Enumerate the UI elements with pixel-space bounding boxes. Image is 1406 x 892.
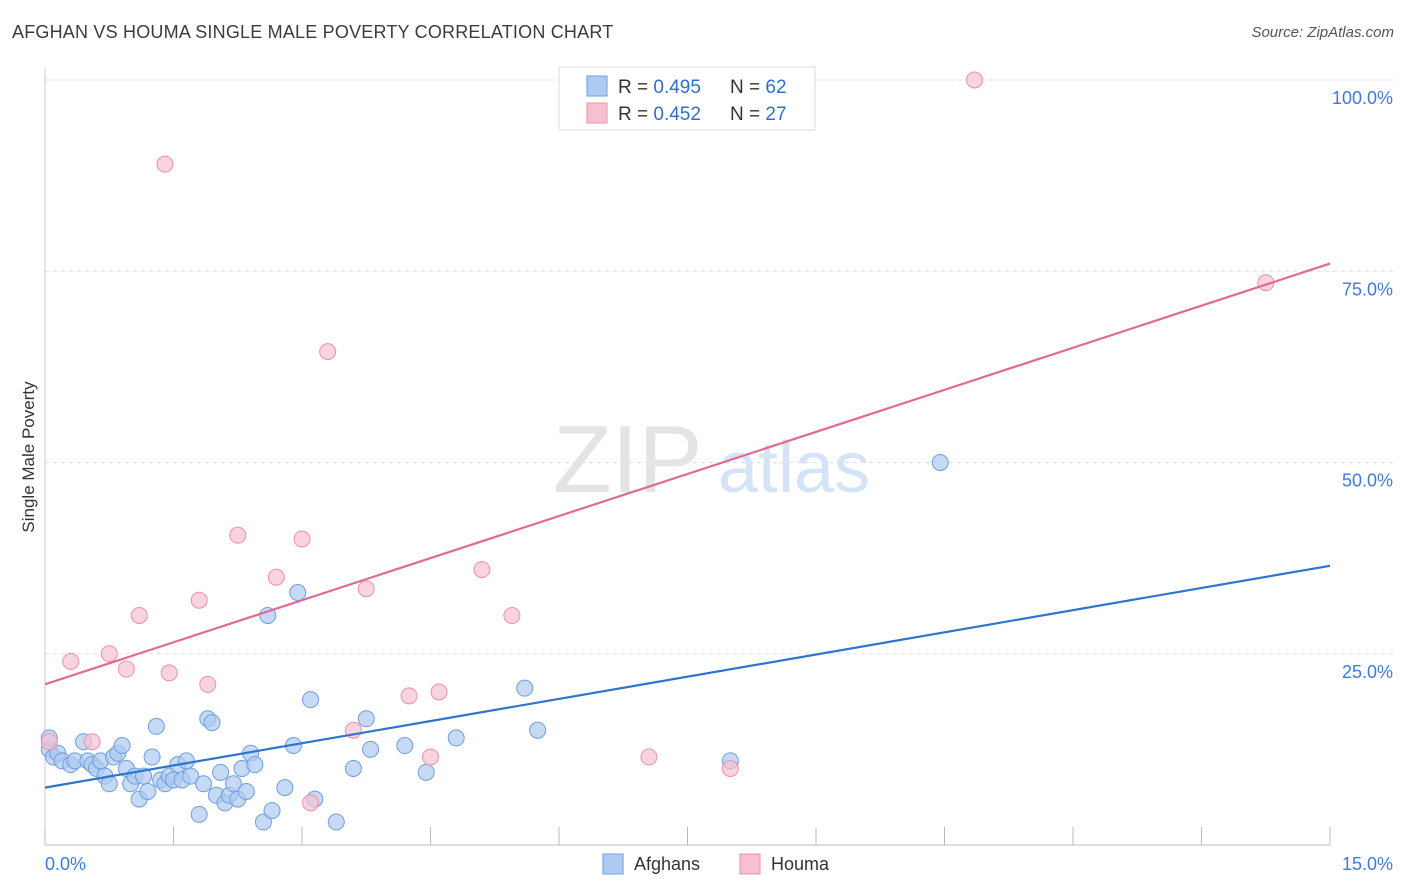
houma-point [160, 664, 178, 682]
svg-text:N = 27: N = 27 [730, 104, 787, 125]
afghans-point [237, 782, 255, 800]
houma-point [965, 71, 983, 89]
houma-point [130, 607, 148, 624]
y-tick-label: 25.0% [1342, 662, 1393, 682]
watermark-zip: ZIP [553, 406, 702, 513]
houma-trend-line [44, 262, 1331, 686]
afghans-point [182, 767, 200, 785]
correlation-legend: R = 0.495 N = 62 R = 0.452 N = 27 [558, 66, 816, 131]
afghans-point [529, 721, 547, 739]
grid-lines [45, 79, 1395, 655]
legend-swatch-afghans [586, 75, 608, 97]
houma-point [473, 561, 491, 579]
afghans-point [931, 454, 949, 471]
afghans-point [362, 740, 380, 758]
afghans-point [143, 748, 161, 766]
source-label: Source: ZipAtlas.com [1251, 24, 1394, 41]
legend-n-value: 27 [765, 104, 786, 125]
y-tick-label: 75.0% [1342, 279, 1393, 299]
afghans-point [259, 607, 277, 624]
legend-n-label: N = [730, 77, 765, 98]
legend-r-label: R = [618, 104, 653, 125]
afghans-point [276, 779, 294, 797]
y-tick-label: 50.0% [1342, 471, 1393, 491]
legend-label-afghans: Afghans [634, 854, 700, 874]
houma-point [357, 580, 375, 598]
houma-point [62, 652, 80, 670]
afghans-trend-line [44, 564, 1331, 789]
houma-point [199, 675, 217, 693]
legend-n-label: N = [730, 104, 765, 125]
legend-r-label: R = [618, 77, 653, 98]
afghans-point [190, 805, 208, 823]
legend-swatch-houma [586, 102, 608, 124]
houma-point [156, 155, 174, 173]
afghans-point [447, 729, 465, 747]
afghans-point [263, 802, 281, 820]
afghans-point [212, 763, 230, 781]
afghans-point [254, 813, 272, 831]
legend-r-value: 0.495 [653, 77, 701, 98]
watermark-atlas: atlas [718, 428, 870, 508]
houma-point [640, 748, 658, 766]
houma-point [422, 748, 439, 766]
houma-point [503, 607, 521, 624]
afghans-point [516, 679, 534, 697]
houma-point [267, 568, 285, 586]
trend-lines [44, 262, 1331, 789]
svg-text:N = 62: N = 62 [730, 77, 787, 98]
svg-text:R = 0.495: R = 0.495 [618, 77, 701, 98]
houma-point [83, 733, 101, 751]
afghans-point [396, 737, 414, 755]
afghans-point [147, 717, 165, 735]
legend-r-value: 0.452 [653, 104, 701, 125]
houma-point [40, 733, 58, 751]
houma-point [721, 760, 739, 777]
houma-point [302, 794, 320, 812]
afghans-point [194, 775, 212, 793]
y-axis-label: Single Male Poverty [19, 381, 38, 533]
afghans-point [203, 714, 221, 732]
houma-point [293, 530, 311, 548]
tick-labels: 25.0% 50.0% 75.0% 100.0% 0.0% 15.0% [45, 88, 1393, 874]
afghans-point [246, 756, 264, 774]
houma-point [319, 343, 337, 361]
afghans-point [357, 710, 375, 728]
legend-swatch-afghans-bottom [602, 853, 624, 875]
y-tick-label: 100.0% [1332, 88, 1393, 108]
watermark: ZIP atlas [553, 406, 870, 513]
houma-point [229, 526, 247, 544]
axes [44, 68, 1331, 846]
legend-n-value: 62 [765, 77, 786, 98]
houma-point [430, 683, 448, 701]
svg-text:R = 0.452: R = 0.452 [618, 104, 701, 125]
houma-point [100, 645, 118, 663]
afghans-point [139, 782, 157, 800]
chart-title: AFGHAN VS HOUMA SINGLE MALE POVERTY CORR… [12, 22, 614, 42]
afghans-point [344, 760, 362, 777]
afghans-point [302, 691, 320, 709]
afghans-point [417, 763, 435, 781]
afghans-point [327, 813, 345, 831]
afghans-point [289, 584, 307, 602]
houma-point [190, 591, 208, 609]
legend-swatch-houma-bottom [739, 853, 761, 875]
afghans-point [113, 737, 131, 755]
x-tick-label: 15.0% [1342, 854, 1393, 874]
houma-point [400, 687, 418, 705]
legend-label-houma: Houma [771, 854, 830, 874]
houma-point [117, 660, 135, 678]
x-tick-label: 0.0% [45, 854, 86, 874]
series-legend: Afghans Houma [602, 853, 830, 875]
afghans-point [177, 752, 195, 770]
